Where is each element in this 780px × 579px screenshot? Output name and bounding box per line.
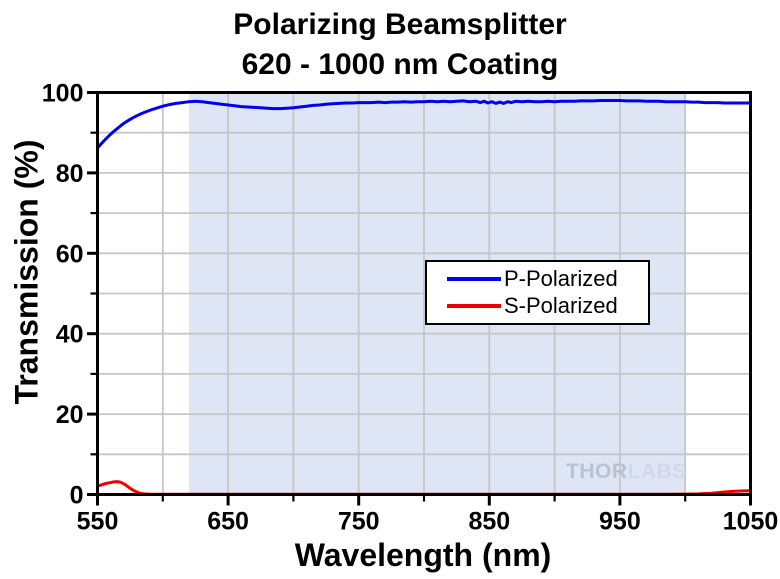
- legend-item-s-polarized: S-Polarized: [447, 295, 648, 317]
- x-tick-label: 550: [77, 508, 119, 536]
- x-tick-label: 1050: [723, 508, 779, 536]
- x-axis-title: Wavelength (nm): [294, 537, 552, 573]
- chart-title-line2: 620 - 1000 nm Coating: [241, 48, 559, 81]
- x-tick-label: 650: [207, 508, 249, 536]
- x-tick-label: 950: [599, 508, 641, 536]
- y-axis-title: Transmission (%): [8, 139, 45, 405]
- y-tick-label: 100: [42, 80, 84, 108]
- y-tick-label: 80: [56, 160, 84, 188]
- y-tick-label: 60: [56, 240, 84, 268]
- legend-label-p: P-Polarized: [504, 265, 618, 291]
- chart-title-line1: Polarizing Beamsplitter: [233, 8, 567, 41]
- plot-border: [96, 91, 752, 496]
- thorlabs-watermark-labs: LABS: [627, 460, 687, 483]
- legend-label-s: S-Polarized: [504, 293, 618, 319]
- p-polarized-curve: [96, 99, 752, 150]
- x-tick-label: 850: [468, 508, 510, 536]
- y-tick-label: 0: [70, 482, 84, 510]
- legend-line-sample-s: [447, 304, 501, 309]
- chart-title: Polarizing Beamsplitter 620 - 1000 nm Co…: [233, 5, 566, 85]
- thorlabs-watermark-thor: THOR: [566, 460, 628, 483]
- y-tick-label: 20: [56, 401, 84, 429]
- thorlabs-watermark: THORLABS: [566, 460, 687, 484]
- x-tick-label: 750: [338, 508, 380, 536]
- legend-line-sample-p: [447, 276, 501, 281]
- legend-item-p-polarized: P-Polarized: [447, 265, 648, 291]
- legend-box: P-Polarized S-Polarized: [425, 260, 650, 325]
- y-tick-label: 40: [56, 321, 84, 349]
